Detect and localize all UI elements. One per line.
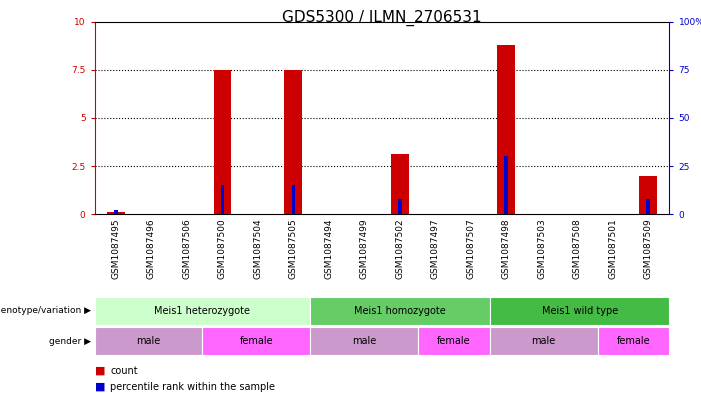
Text: GSM1087506: GSM1087506 [182,218,191,279]
Text: Meis1 wild type: Meis1 wild type [541,306,618,316]
Bar [498,45,515,214]
Text: male: male [352,336,376,346]
Text: GDS5300 / ILMN_2706531: GDS5300 / ILMN_2706531 [283,10,482,26]
Text: percentile rank within the sample: percentile rank within the sample [110,382,275,392]
Bar [285,70,302,214]
Text: GSM1087509: GSM1087509 [644,218,653,279]
Text: Meis1 homozygote: Meis1 homozygote [354,306,446,316]
Text: GSM1087499: GSM1087499 [360,218,369,279]
Bar [107,212,125,214]
Bar [310,327,418,355]
Bar [505,156,508,214]
Text: GSM1087497: GSM1087497 [431,218,440,279]
Bar [221,185,224,214]
Bar [391,154,409,214]
Text: GSM1087494: GSM1087494 [325,218,333,279]
Text: GSM1087505: GSM1087505 [289,218,298,279]
Text: male: male [531,336,556,346]
Text: GSM1087498: GSM1087498 [502,218,511,279]
Bar [646,199,650,214]
Text: gender ▶: gender ▶ [49,337,91,345]
Bar [95,297,310,325]
Text: GSM1087495: GSM1087495 [111,218,121,279]
Text: genotype/variation ▶: genotype/variation ▶ [0,307,91,315]
Text: GSM1087502: GSM1087502 [395,218,404,279]
Text: GSM1087504: GSM1087504 [253,218,262,279]
Text: Meis1 heterozygote: Meis1 heterozygote [154,306,250,316]
Bar [398,199,402,214]
Text: GSM1087508: GSM1087508 [573,218,582,279]
Bar [597,327,669,355]
Text: count: count [110,366,137,376]
Text: GSM1087501: GSM1087501 [608,218,617,279]
Text: ■: ■ [95,366,105,376]
Text: female: female [617,336,651,346]
Bar [292,185,295,214]
Text: GSM1087500: GSM1087500 [218,218,227,279]
Text: female: female [240,336,273,346]
Bar [114,210,118,214]
Text: female: female [437,336,470,346]
Bar [490,327,597,355]
Text: GSM1087496: GSM1087496 [147,218,156,279]
Bar [418,327,490,355]
Bar [203,327,310,355]
Bar [214,70,231,214]
Text: ■: ■ [95,382,105,392]
Text: GSM1087503: GSM1087503 [537,218,546,279]
Bar [490,297,669,325]
Text: male: male [137,336,161,346]
Bar [95,327,203,355]
Bar [310,297,490,325]
Text: GSM1087507: GSM1087507 [466,218,475,279]
Bar [639,176,657,214]
